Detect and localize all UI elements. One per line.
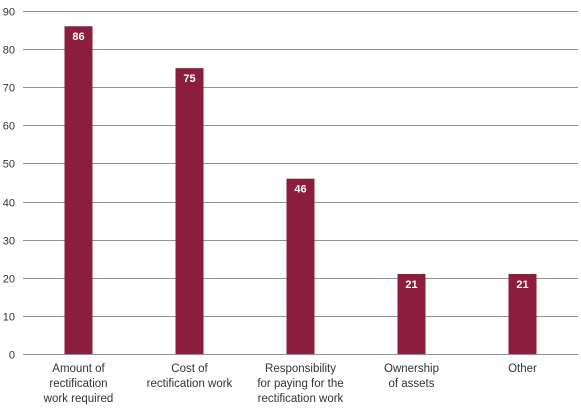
y-tick-label: 0 (9, 350, 15, 362)
y-tick-label: 70 (3, 83, 15, 95)
bars (64, 26, 537, 355)
y-tick-label: 30 (3, 236, 15, 248)
y-tick-label: 90 (3, 7, 15, 19)
bar (64, 26, 93, 354)
y-tick-label: 10 (3, 312, 15, 324)
y-tick-label: 80 (3, 45, 15, 57)
x-category-label: Amount of rectification work required (43, 363, 114, 405)
bar (175, 68, 204, 355)
data-label: 75 (183, 73, 195, 85)
data-label: 21 (405, 279, 417, 291)
data-labels: 86 75 46 21 21 (72, 31, 528, 291)
bar (286, 178, 315, 354)
x-category-label: Other (508, 363, 537, 375)
x-category-label: Cost of rectification work (147, 363, 233, 390)
y-tick-label: 50 (3, 159, 15, 171)
y-axis-tick-labels: 0 10 20 30 40 50 60 70 80 90 (3, 7, 15, 362)
bar (508, 273, 537, 354)
y-tick-label: 60 (3, 121, 15, 133)
data-label: 86 (72, 31, 84, 43)
y-tick-label: 40 (3, 198, 15, 210)
y-tick-label: 20 (3, 274, 15, 286)
x-category-label: Ownership of assets (384, 363, 439, 390)
x-axis-category-labels: Amount of rectification work required Cost … (43, 363, 537, 405)
data-label: 21 (516, 279, 528, 291)
data-label: 46 (294, 184, 306, 196)
x-category-label: Responsibility for paying for the rectific… (257, 363, 343, 405)
bar (397, 273, 426, 354)
